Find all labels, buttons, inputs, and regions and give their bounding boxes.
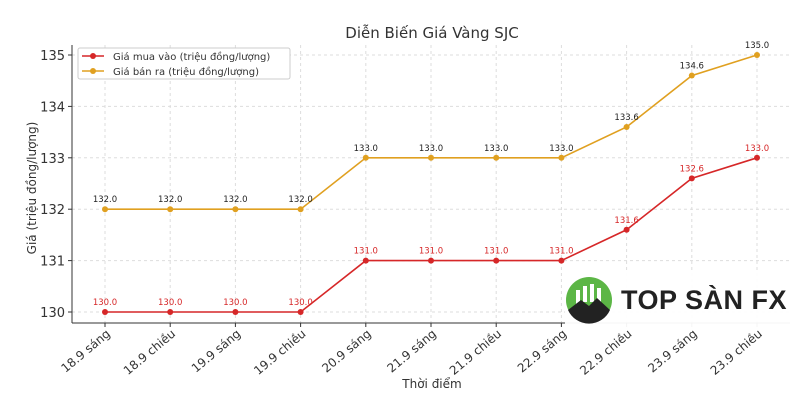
data-point [362,154,369,161]
x-tick-label: 18.9 chiều [121,327,178,378]
data-label: 135.0 [745,41,769,51]
y-tick-label: 131 [40,255,65,270]
legend-label: Giá bán ra (triệu đồng/lượng) [113,66,259,78]
x-tick-label: 23.9 sáng [645,327,699,376]
y-tick-label: 132 [40,203,65,218]
data-label: 133.0 [484,144,508,154]
data-label: 131.0 [484,247,508,257]
data-point [623,226,630,233]
data-label: 130.0 [158,298,182,308]
legend-box [77,47,291,80]
data-point [558,257,565,264]
data-point [754,154,760,161]
data-label: 131.6 [614,216,638,226]
data-label: 133.6 [614,113,638,123]
data-point [493,154,500,161]
data-point [167,309,174,315]
data-point [688,72,695,79]
x-tick-label: 21.9 sáng [384,327,438,376]
mountain-chart-icon [566,277,612,324]
y-tick-label: 133 [40,152,65,167]
x-tick-label: 20.9 sáng [319,327,373,376]
legend-marker [90,53,96,59]
data-label: 133.0 [549,144,573,154]
data-point [102,309,108,315]
data-label: 133.0 [354,144,378,154]
data-label: 130.0 [93,298,117,308]
data-label: 132.6 [680,164,704,174]
y-axis-label: Giá (triệu đồng/lượng) [25,122,39,255]
data-label: 131.0 [549,247,573,257]
data-label: 130.0 [288,298,312,308]
y-tick-label: 130 [40,306,65,321]
data-point [558,154,565,161]
watermark-logo: TOP SÀN FX [565,272,790,328]
data-point [297,206,304,213]
y-tick-label: 135 [40,49,65,64]
data-label: 134.6 [680,62,704,72]
data-label: 130.0 [223,298,247,308]
data-point [688,175,695,182]
data-point [297,309,304,315]
legend-label: Giá mua vào (triệu đồng/lượng) [113,51,270,63]
data-label: 131.0 [419,247,443,257]
x-axis-label: Thời điểm [401,377,461,391]
data-point [493,257,500,264]
x-tick-label: 22.9 chiều [577,327,634,378]
x-tick-label: 21.9 chiều [447,327,504,378]
data-point [102,206,108,213]
data-point [167,206,174,213]
data-point [428,257,434,264]
watermark-text: TOP SÀN FX [621,284,788,315]
legend-marker [90,68,96,74]
data-point [232,206,239,213]
data-point [623,123,630,130]
data-point [362,257,369,264]
data-label: 132.0 [288,195,312,205]
x-tick-label: 19.9 sáng [189,327,243,376]
data-label: 133.0 [419,144,443,154]
data-label: 132.0 [93,195,117,205]
data-label: 132.0 [223,195,247,205]
data-point [232,309,239,315]
x-tick-label: 18.9 sáng [58,327,112,376]
data-point [428,154,434,161]
x-tick-label: 22.9 sáng [515,327,569,376]
data-label: 131.0 [354,247,378,257]
data-label: 132.0 [158,195,182,205]
x-tick-label: 19.9 chiều [251,327,308,378]
x-tick-label: 23.9 chiều [708,327,765,378]
data-point [754,52,760,58]
chart-title: Diễn Biến Giá Vàng SJC [345,24,518,42]
data-label: 133.0 [745,144,769,154]
y-tick-label: 134 [40,100,65,115]
